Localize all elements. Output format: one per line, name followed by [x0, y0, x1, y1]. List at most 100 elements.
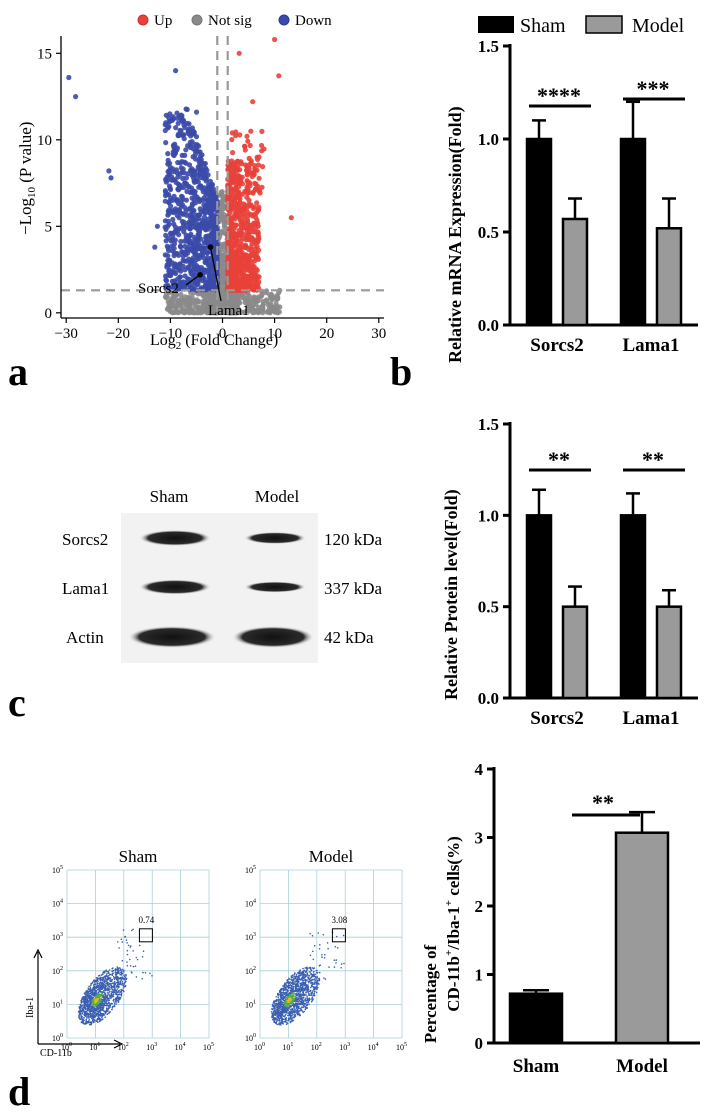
flow-event: [293, 1007, 295, 1009]
legend-up-marker: [137, 14, 149, 26]
volcano-point: [170, 233, 176, 239]
y-tick-label: 1.0: [478, 506, 499, 525]
flow-event: [294, 1013, 297, 1016]
flow-event: [90, 1007, 92, 1010]
annotation-sorcs2-point: [197, 271, 203, 278]
flow-event: [108, 997, 110, 1000]
flow-event: [294, 972, 296, 974]
flow-event: [80, 1021, 83, 1024]
volcano-point: [170, 114, 176, 120]
category-label: Sorcs2: [530, 335, 583, 356]
volcano-point: [187, 206, 193, 212]
volcano-point: [173, 264, 179, 270]
flow-event: [113, 986, 116, 989]
flow-event: [126, 953, 129, 956]
flow-event: [306, 974, 309, 976]
flow-event: [101, 973, 104, 976]
flow-event: [295, 978, 297, 980]
flow-event: [103, 1014, 106, 1016]
flow-event: [85, 1012, 88, 1014]
flow-event: [101, 1015, 104, 1017]
flow-event: [283, 1001, 286, 1004]
flow-event: [113, 1004, 116, 1006]
volcano-point: [179, 193, 185, 199]
flow-event: [109, 1005, 112, 1007]
flow-event: [79, 1010, 81, 1012]
flow-event: [100, 988, 103, 990]
flow-plots: 1001001011011021021031031041041051050.74…: [52, 865, 407, 1052]
volcano-point: [200, 245, 206, 251]
x-tick-label: 0: [219, 326, 227, 342]
volcano-point: [250, 190, 256, 196]
flow-event: [110, 985, 112, 987]
significance-stars: **: [548, 447, 570, 472]
legend-down-label: Down: [295, 13, 332, 29]
volcano-point: [182, 258, 188, 264]
flow-event: [275, 1022, 277, 1025]
flow-event: [95, 1002, 97, 1005]
flow-x-tick: 102: [311, 1042, 322, 1052]
flow-event: [102, 1004, 104, 1007]
y-tick-label: 1.5: [478, 415, 499, 434]
flow-event: [90, 1002, 92, 1005]
flow-event: [118, 977, 120, 979]
flow-event: [85, 1004, 88, 1006]
flow-event: [97, 1014, 100, 1017]
flow-event: [106, 994, 109, 997]
flow-gate: [138, 928, 153, 943]
volcano-point: [243, 162, 249, 168]
volcano-point: [176, 309, 182, 315]
volcano-point: [244, 232, 250, 238]
flow-event: [85, 1008, 87, 1011]
flow-event: [117, 981, 119, 984]
volcano-point: [189, 257, 195, 264]
volcano-point: [201, 161, 207, 167]
flow-event: [95, 987, 97, 989]
annotation-lama1-pointer: [209, 246, 222, 302]
flow-event: [296, 1008, 299, 1010]
volcano-point: [193, 109, 200, 115]
volcano-point: [237, 132, 243, 138]
volcano-point: [248, 128, 254, 134]
volcano-point: [152, 244, 158, 250]
flow-event: [298, 998, 301, 1000]
flow-event: [304, 967, 307, 969]
flow-y-tick: 105: [52, 865, 63, 875]
flow-event: [92, 1006, 95, 1009]
volcano-point: [234, 167, 240, 173]
flow-event: [79, 1018, 82, 1021]
volcano-point: [182, 273, 188, 279]
flow-event: [97, 1021, 99, 1023]
flow-event: [306, 997, 309, 999]
volcano-point: [200, 189, 206, 195]
flow-event: [98, 987, 100, 990]
volcano-point: [174, 198, 180, 204]
flow-event: [92, 1021, 95, 1024]
significance-stars: ****: [537, 83, 581, 108]
flow-event: [126, 949, 129, 952]
band-sham-sorcs2: [139, 530, 211, 546]
flow-event: [87, 1015, 89, 1018]
flow-event: [107, 1004, 110, 1007]
flow-event: [127, 944, 130, 947]
flow-event: [106, 988, 108, 990]
volcano-point: [235, 181, 241, 187]
volcano-point: [189, 214, 195, 220]
legend-sham-swatch: [478, 16, 514, 33]
flow-event: [131, 972, 133, 974]
volcano-point: [242, 204, 248, 210]
flow-event: [302, 967, 304, 970]
flow-event: [126, 965, 129, 967]
flow-event: [309, 986, 312, 989]
flow-y-tick: 100: [52, 1033, 63, 1043]
flow-event: [99, 986, 101, 988]
flow-event: [92, 1012, 95, 1014]
flow-event: [111, 974, 114, 977]
flow-event: [94, 980, 96, 982]
flow-event: [121, 984, 123, 986]
volcano-point: [251, 204, 257, 210]
flow-x-tick: 101: [89, 1042, 100, 1052]
volcano-point: [256, 279, 262, 285]
volcano-point: [256, 304, 262, 310]
flow-event: [101, 1018, 103, 1021]
